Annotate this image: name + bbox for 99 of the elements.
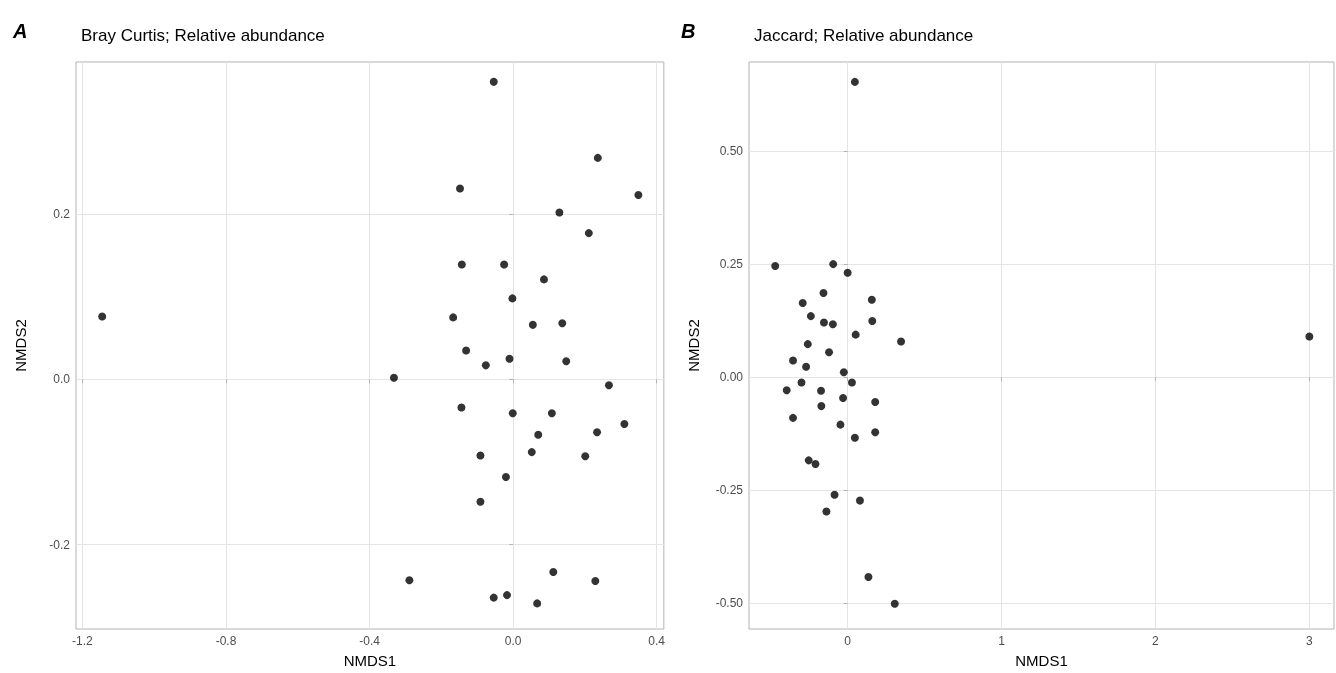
text: B (681, 20, 696, 42)
y-tick-label: 0.00 (719, 370, 744, 385)
point (843, 268, 852, 277)
point (864, 573, 873, 581)
point (456, 184, 464, 193)
point (593, 153, 602, 162)
y-tick-label: 0.0 (53, 372, 71, 387)
y-tick-label: 0.50 (719, 144, 744, 159)
point (803, 340, 812, 349)
x-tick-label: 0.0 (504, 634, 522, 648)
x-tick-label: -1.2 (72, 634, 94, 648)
y-tick-label: 0.2 (53, 207, 71, 222)
point (528, 320, 537, 329)
point (811, 459, 820, 468)
point (457, 403, 466, 412)
point (501, 472, 510, 481)
point (481, 361, 490, 370)
x-axis-title: NMDS1 (1015, 652, 1068, 669)
point (620, 420, 629, 429)
point (871, 398, 880, 407)
point (828, 320, 837, 329)
point (503, 591, 512, 600)
point (839, 393, 848, 402)
point (533, 599, 542, 608)
point (797, 378, 806, 387)
x-tick-label: 3 (1306, 634, 1314, 648)
point (897, 337, 906, 346)
y-tick-label: -0.2 (49, 537, 71, 552)
y-tick-label: 0.25 (719, 257, 744, 272)
point (508, 294, 517, 303)
point (634, 191, 643, 200)
point (476, 497, 485, 506)
y-tick-label: -0.25 (715, 483, 744, 498)
point (505, 354, 514, 363)
point (457, 260, 466, 269)
point (508, 409, 517, 418)
point (822, 507, 831, 516)
point (817, 402, 826, 411)
chart-title: Jaccard; Relative abundance (754, 26, 974, 45)
text: A (12, 20, 28, 42)
point (527, 448, 536, 457)
point (819, 289, 828, 298)
point (850, 77, 859, 86)
point (562, 357, 571, 366)
point (604, 381, 613, 390)
point (1305, 332, 1314, 341)
point (593, 428, 602, 437)
point (806, 312, 815, 321)
point (534, 430, 543, 439)
point (476, 451, 485, 460)
point (591, 577, 600, 586)
x-tick-label: -0.4 (359, 634, 381, 648)
point (555, 208, 564, 217)
point (850, 433, 859, 442)
point (819, 318, 828, 327)
point (851, 330, 860, 339)
x-tick-label: 1 (998, 634, 1006, 648)
point (500, 260, 509, 269)
point (584, 229, 593, 238)
point (549, 567, 558, 576)
point (539, 275, 548, 284)
point (547, 409, 556, 418)
chart-title: Bray Curtis; Relative abundance (81, 26, 325, 45)
point (581, 452, 590, 461)
x-tick-label: 0.4 (648, 634, 666, 648)
point (855, 496, 864, 505)
y-axis-title: NMDS2 (685, 319, 702, 372)
x-tick-label: 2 (1152, 634, 1160, 648)
x-tick-label: 0 (844, 634, 852, 648)
point (789, 413, 798, 422)
point (868, 317, 877, 326)
point (847, 378, 856, 387)
point (871, 428, 880, 437)
point (804, 456, 813, 465)
point (817, 386, 826, 395)
x-axis-title: NMDS1 (343, 652, 397, 669)
point (405, 576, 414, 585)
point (798, 299, 807, 307)
y-tick-label: -0.50 (715, 596, 744, 611)
point (829, 260, 838, 269)
y-axis-title: NMDS2 (12, 319, 29, 372)
point (789, 356, 798, 365)
point (802, 362, 811, 371)
point (839, 368, 848, 377)
point (890, 599, 899, 608)
point (389, 373, 398, 382)
point (771, 261, 780, 270)
point (825, 348, 834, 357)
x-tick-label: -0.8 (215, 634, 237, 648)
point (489, 77, 498, 86)
point (867, 295, 876, 304)
point (782, 386, 791, 395)
point (98, 312, 107, 321)
point (449, 313, 458, 322)
point (489, 593, 498, 602)
point (830, 490, 839, 499)
point (462, 346, 471, 355)
point (836, 420, 845, 429)
point (558, 319, 567, 328)
